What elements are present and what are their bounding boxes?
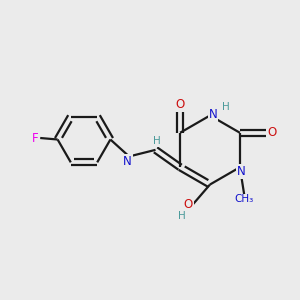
Text: F: F bbox=[32, 131, 38, 145]
Text: O: O bbox=[184, 198, 193, 211]
Text: N: N bbox=[123, 155, 132, 168]
Text: N: N bbox=[208, 108, 217, 121]
Text: H: H bbox=[153, 136, 161, 146]
Text: CH₃: CH₃ bbox=[235, 194, 254, 204]
Text: H: H bbox=[222, 101, 230, 112]
Text: N: N bbox=[237, 165, 245, 178]
Text: O: O bbox=[176, 98, 185, 111]
Text: O: O bbox=[267, 126, 276, 139]
Text: H: H bbox=[178, 211, 186, 221]
